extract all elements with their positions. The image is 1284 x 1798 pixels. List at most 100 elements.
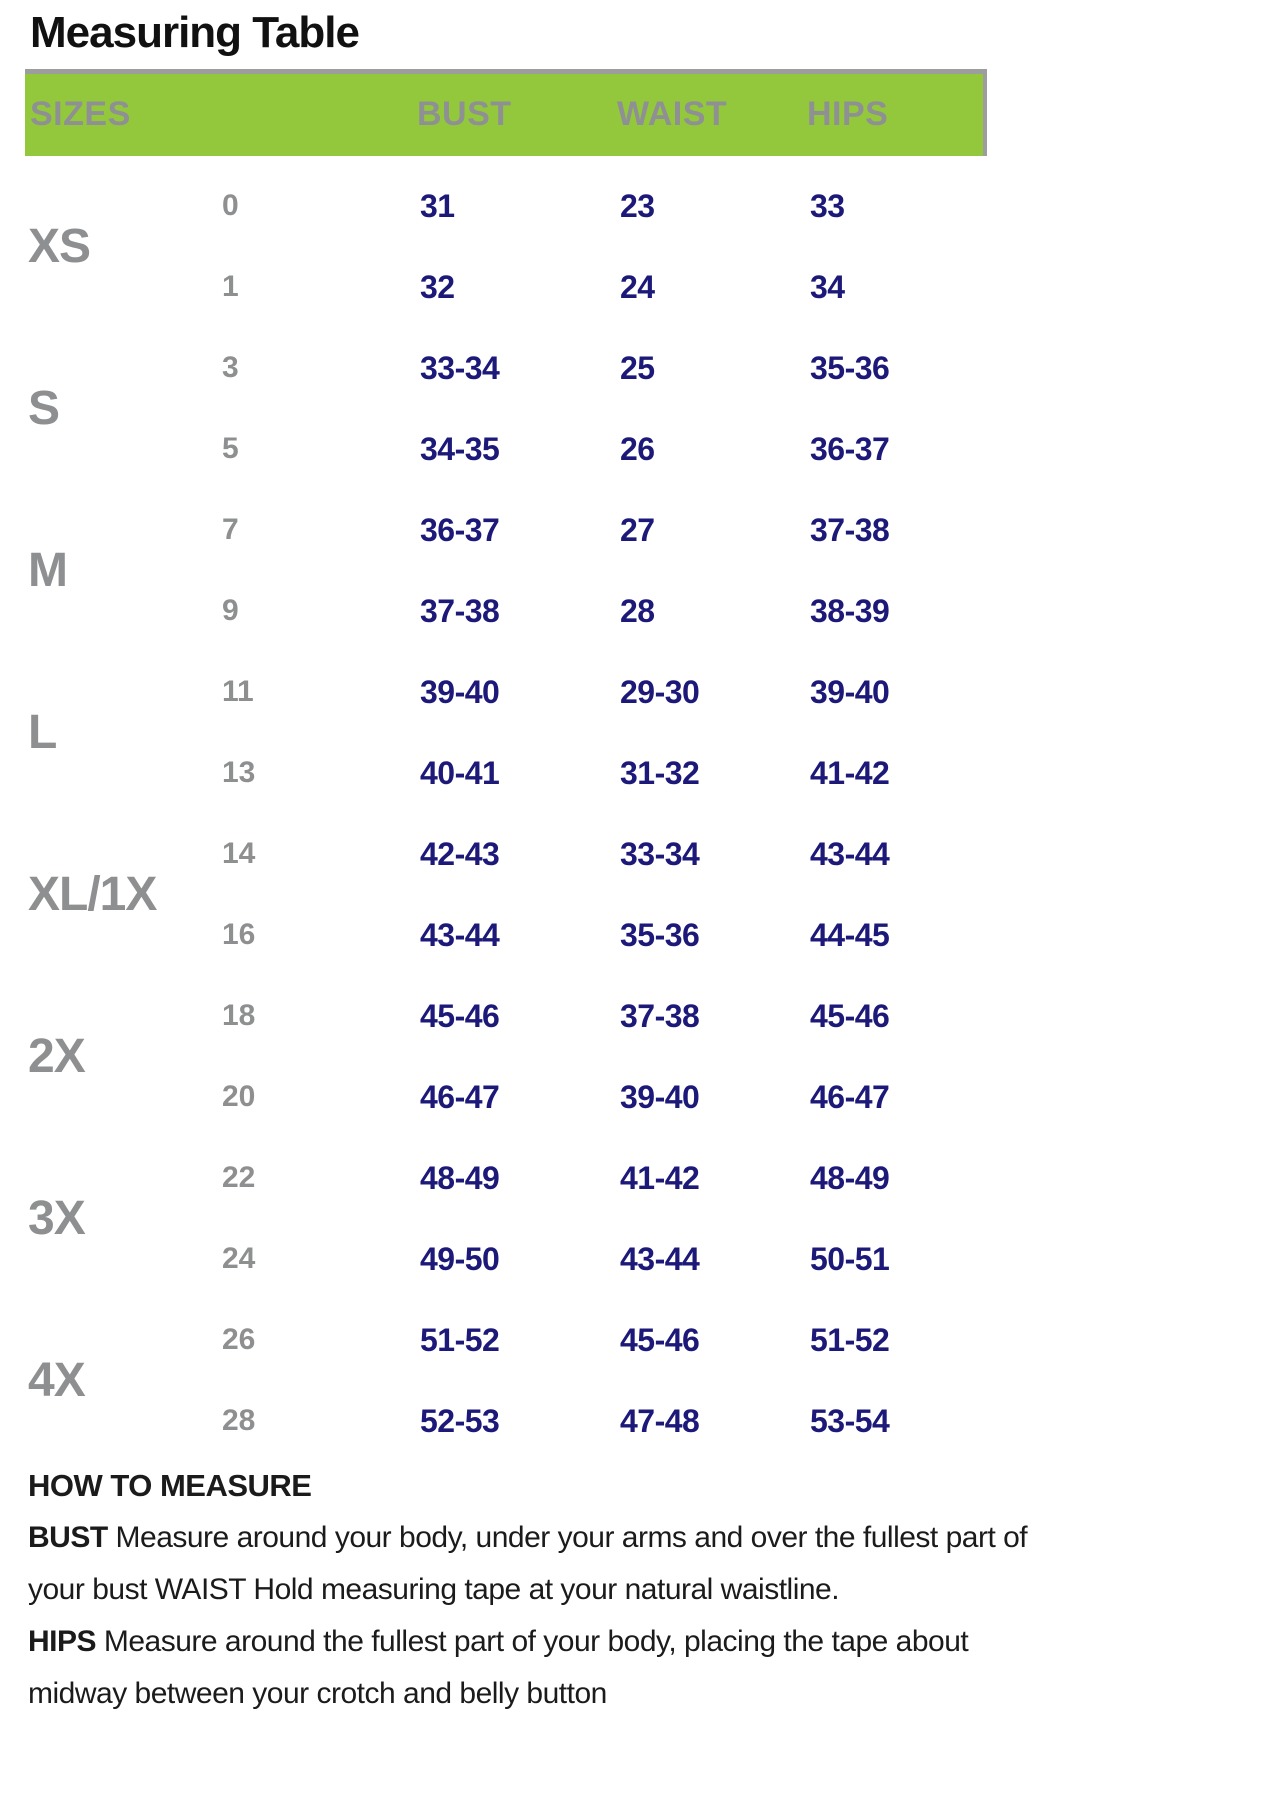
size-group: L 11 39-40 29-30 39-40 13 40-41 31-32 41… (28, 652, 1038, 814)
table-row: 11 39-40 29-30 39-40 (222, 652, 1038, 733)
cell-size-number: 11 (222, 675, 254, 709)
hips-instructions-label: HIPS (28, 1624, 97, 1658)
cell-bust: 45-46 (420, 997, 500, 1034)
size-group-label: XS (28, 220, 91, 274)
table-header-bar: SIZES BUST WAIST HIPS (25, 68, 987, 156)
column-header-hips: HIPS (807, 95, 889, 134)
cell-size-number: 3 (222, 351, 239, 385)
cell-hips: 51-52 (810, 1321, 890, 1358)
cell-hips: 37-38 (810, 511, 890, 548)
cell-size-number: 14 (222, 837, 256, 871)
cell-size-number: 0 (222, 189, 239, 223)
cell-bust: 39-40 (420, 673, 500, 710)
cell-bust: 43-44 (420, 916, 500, 953)
column-header-waist: WAIST (617, 95, 728, 134)
group-rows: 3 33-34 25 35-36 5 34-35 26 36-37 (222, 328, 1038, 490)
cell-bust: 49-50 (420, 1240, 500, 1277)
group-rows: 0 31 23 33 1 32 24 34 (222, 166, 1038, 328)
hips-instructions-text: Measure around the fullest part of your … (28, 1624, 969, 1710)
cell-size-number: 26 (222, 1323, 256, 1357)
cell-size-number: 13 (222, 756, 256, 790)
column-header-sizes: SIZES (30, 95, 131, 134)
cell-hips: 46-47 (810, 1078, 890, 1115)
cell-waist: 35-36 (620, 916, 700, 953)
table-row: 1 32 24 34 (222, 247, 1038, 328)
size-group: 2X 18 45-46 37-38 45-46 20 46-47 39-40 4… (28, 976, 1038, 1138)
cell-hips: 36-37 (810, 430, 890, 467)
cell-size-number: 7 (222, 513, 239, 547)
cell-waist: 24 (620, 268, 655, 305)
table-row: 24 49-50 43-44 50-51 (222, 1219, 1038, 1300)
cell-hips: 38-39 (810, 592, 890, 629)
cell-hips: 44-45 (810, 916, 890, 953)
cell-waist: 33-34 (620, 835, 700, 872)
size-table-body: XS 0 31 23 33 1 32 24 34 S 3 33-34 25 35… (28, 166, 1038, 1462)
cell-size-number: 22 (222, 1161, 256, 1195)
column-header-bust: BUST (417, 95, 512, 134)
how-to-measure-section: HOW TO MEASURE BUST Measure around your … (28, 1468, 1073, 1720)
cell-bust: 37-38 (420, 592, 500, 629)
hips-instructions: HIPS Measure around the fullest part of … (28, 1616, 1073, 1720)
cell-hips: 43-44 (810, 835, 890, 872)
cell-waist: 47-48 (620, 1402, 700, 1439)
size-group: 3X 22 48-49 41-42 48-49 24 49-50 43-44 5… (28, 1138, 1038, 1300)
size-group: XS 0 31 23 33 1 32 24 34 (28, 166, 1038, 328)
cell-hips: 34 (810, 268, 845, 305)
table-row: 0 31 23 33 (222, 166, 1038, 247)
cell-size-number: 9 (222, 594, 239, 628)
cell-hips: 48-49 (810, 1159, 890, 1196)
cell-waist: 29-30 (620, 673, 700, 710)
cell-waist: 45-46 (620, 1321, 700, 1358)
cell-hips: 33 (810, 187, 845, 224)
cell-size-number: 28 (222, 1404, 256, 1438)
cell-waist: 27 (620, 511, 655, 548)
size-chart-page: Measuring Table SIZES BUST WAIST HIPS XS… (0, 8, 1284, 1720)
bust-instructions-label: BUST (28, 1520, 108, 1554)
table-row: 28 52-53 47-48 53-54 (222, 1381, 1038, 1462)
table-row: 7 36-37 27 37-38 (222, 490, 1038, 571)
size-group-label: 3X (28, 1192, 86, 1246)
cell-waist: 28 (620, 592, 655, 629)
cell-size-number: 16 (222, 918, 256, 952)
cell-bust: 40-41 (420, 754, 500, 791)
cell-bust: 36-37 (420, 511, 500, 548)
cell-hips: 45-46 (810, 997, 890, 1034)
group-rows: 7 36-37 27 37-38 9 37-38 28 38-39 (222, 490, 1038, 652)
table-row: 20 46-47 39-40 46-47 (222, 1057, 1038, 1138)
how-to-measure-heading: HOW TO MEASURE (28, 1467, 312, 1503)
cell-bust: 33-34 (420, 349, 500, 386)
cell-waist: 43-44 (620, 1240, 700, 1277)
cell-size-number: 1 (222, 270, 239, 304)
cell-waist: 25 (620, 349, 655, 386)
size-group-label: 2X (28, 1030, 86, 1084)
size-group: XL/1X 14 42-43 33-34 43-44 16 43-44 35-3… (28, 814, 1038, 976)
cell-waist: 37-38 (620, 997, 700, 1034)
cell-hips: 39-40 (810, 673, 890, 710)
size-group: 4X 26 51-52 45-46 51-52 28 52-53 47-48 5… (28, 1300, 1038, 1462)
cell-bust: 42-43 (420, 835, 500, 872)
cell-bust: 48-49 (420, 1159, 500, 1196)
cell-waist: 23 (620, 187, 655, 224)
size-group: S 3 33-34 25 35-36 5 34-35 26 36-37 (28, 328, 1038, 490)
table-row: 9 37-38 28 38-39 (222, 571, 1038, 652)
page-title: Measuring Table (30, 8, 360, 57)
size-group-label: M (28, 544, 68, 598)
group-rows: 26 51-52 45-46 51-52 28 52-53 47-48 53-5… (222, 1300, 1038, 1462)
cell-size-number: 20 (222, 1080, 256, 1114)
cell-bust: 32 (420, 268, 455, 305)
table-row: 16 43-44 35-36 44-45 (222, 895, 1038, 976)
table-row: 14 42-43 33-34 43-44 (222, 814, 1038, 895)
cell-waist: 31-32 (620, 754, 700, 791)
size-group-label: 4X (28, 1354, 86, 1408)
size-group-label: XL/1X (28, 868, 157, 922)
table-row: 13 40-41 31-32 41-42 (222, 733, 1038, 814)
cell-hips: 50-51 (810, 1240, 890, 1277)
table-row: 22 48-49 41-42 48-49 (222, 1138, 1038, 1219)
cell-hips: 35-36 (810, 349, 890, 386)
table-row: 18 45-46 37-38 45-46 (222, 976, 1038, 1057)
cell-waist: 39-40 (620, 1078, 700, 1115)
group-rows: 14 42-43 33-34 43-44 16 43-44 35-36 44-4… (222, 814, 1038, 976)
cell-waist: 41-42 (620, 1159, 700, 1196)
size-group: M 7 36-37 27 37-38 9 37-38 28 38-39 (28, 490, 1038, 652)
bust-instructions-text: Measure around your body, under your arm… (28, 1520, 1028, 1606)
